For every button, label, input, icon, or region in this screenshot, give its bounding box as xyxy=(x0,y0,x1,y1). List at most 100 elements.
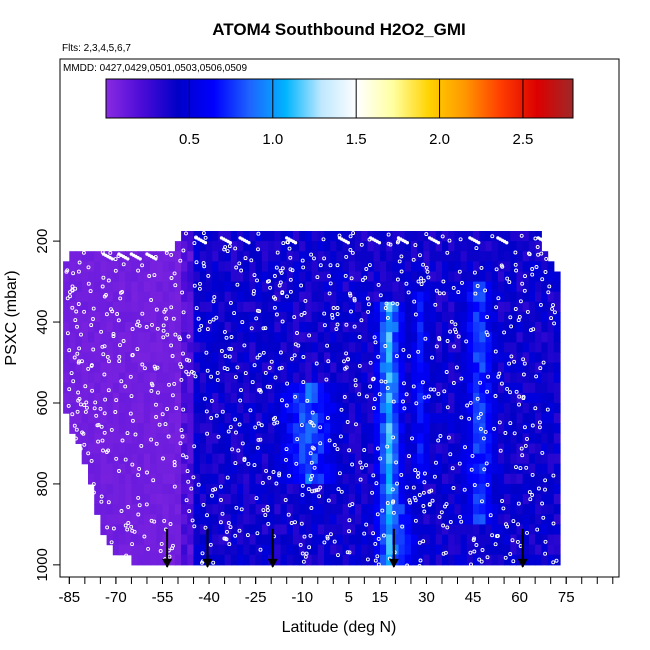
heatmap-cell xyxy=(143,301,151,313)
heatmap-cell xyxy=(100,514,108,525)
sample-point xyxy=(180,290,185,295)
heatmap-cell xyxy=(305,453,313,465)
heatmap-cell xyxy=(199,483,207,495)
heatmap-cell xyxy=(448,382,455,394)
heatmap-cell xyxy=(63,261,70,272)
heatmap-cell xyxy=(355,372,362,384)
sample-point xyxy=(480,499,484,504)
heatmap-cell xyxy=(268,322,275,333)
sample-point xyxy=(513,262,518,267)
heatmap-cell xyxy=(156,352,164,364)
heatmap-cell xyxy=(435,231,443,242)
heatmap-cell xyxy=(541,332,549,343)
sample-point xyxy=(457,269,462,274)
sample-point xyxy=(525,309,530,314)
heatmap-cell xyxy=(553,301,561,313)
heatmap-cell xyxy=(330,433,337,444)
heatmap-cell xyxy=(510,352,518,364)
heatmap-cell xyxy=(81,443,89,455)
heatmap-cell xyxy=(510,342,518,353)
heatmap-cell xyxy=(174,241,182,252)
heatmap-cell xyxy=(392,413,400,424)
heatmap-cell xyxy=(75,352,83,364)
heatmap-cell xyxy=(491,251,499,262)
heatmap-cell xyxy=(417,352,424,364)
heatmap-cell xyxy=(361,261,368,272)
heatmap-cell xyxy=(404,332,412,343)
heatmap-cell xyxy=(460,271,468,283)
heatmap-cell xyxy=(162,372,170,384)
flight-start-markers xyxy=(162,528,528,568)
sample-point xyxy=(390,487,395,492)
heatmap-cell xyxy=(528,261,536,272)
heatmap-cell xyxy=(280,261,288,272)
heatmap-cell xyxy=(336,352,344,364)
heatmap-cell xyxy=(261,342,269,353)
heatmap-cell xyxy=(410,423,418,434)
sample-point xyxy=(154,257,158,261)
sample-point xyxy=(181,248,186,253)
sample-point xyxy=(99,499,104,504)
heatmap-cell xyxy=(497,291,505,303)
heatmap-cell xyxy=(454,544,462,556)
heatmap-cell xyxy=(379,291,387,303)
heatmap-cell xyxy=(280,271,288,283)
heatmap-cell xyxy=(181,261,188,272)
sample-point xyxy=(106,448,111,453)
heatmap-cell xyxy=(199,443,207,455)
heatmap-cell xyxy=(386,372,393,384)
sample-point xyxy=(277,471,282,476)
heatmap-cell xyxy=(137,281,145,293)
sample-point xyxy=(295,437,300,442)
heatmap-cell xyxy=(379,554,387,566)
heatmap-cell xyxy=(119,261,126,272)
heatmap-cell xyxy=(479,322,487,333)
sample-point xyxy=(300,483,305,488)
heatmap-cell xyxy=(417,524,424,536)
sample-point xyxy=(271,470,276,474)
heatmap-cell xyxy=(547,392,555,404)
sample-point xyxy=(234,505,239,510)
heatmap-cell xyxy=(348,241,356,252)
sample-point xyxy=(448,452,453,457)
sample-point xyxy=(174,406,179,411)
heatmap-cell xyxy=(268,514,275,525)
heatmap-cell xyxy=(398,271,406,283)
heatmap-cell xyxy=(504,311,511,323)
heatmap-cell xyxy=(286,453,294,465)
heatmap-cell xyxy=(361,281,368,293)
sample-point xyxy=(463,445,467,450)
heatmap-cell xyxy=(224,261,232,272)
flight-start-arrow-head xyxy=(388,558,399,568)
heatmap-cell xyxy=(392,231,400,242)
heatmap-cell xyxy=(429,261,437,272)
heatmap-cell xyxy=(448,534,455,546)
heatmap-cell xyxy=(131,382,139,394)
heatmap-cell xyxy=(373,473,381,485)
heatmap-cell xyxy=(280,372,288,384)
sample-point xyxy=(250,380,255,385)
heatmap-cell xyxy=(181,534,188,546)
sample-point xyxy=(86,265,91,270)
heatmap-cell xyxy=(522,443,530,455)
sample-point xyxy=(272,421,277,426)
heatmap-cell xyxy=(541,534,549,546)
sample-point xyxy=(418,253,422,258)
sample-point xyxy=(273,415,278,420)
sample-point xyxy=(246,461,251,466)
sample-point xyxy=(70,412,75,417)
heatmap-cell xyxy=(547,352,555,364)
sample-point xyxy=(551,473,556,478)
heatmap-cell xyxy=(460,423,468,434)
heatmap-cell xyxy=(348,453,356,465)
sample-point xyxy=(499,381,504,386)
heatmap-cell xyxy=(181,342,188,353)
heatmap-cell xyxy=(317,241,325,252)
sample-point xyxy=(494,305,499,310)
heatmap-cell xyxy=(150,534,157,546)
heatmap-cell xyxy=(168,453,176,465)
heatmap-cell xyxy=(150,453,157,465)
heatmap-cell xyxy=(473,332,480,343)
sample-point xyxy=(240,320,245,325)
heatmap-cell xyxy=(479,453,487,465)
